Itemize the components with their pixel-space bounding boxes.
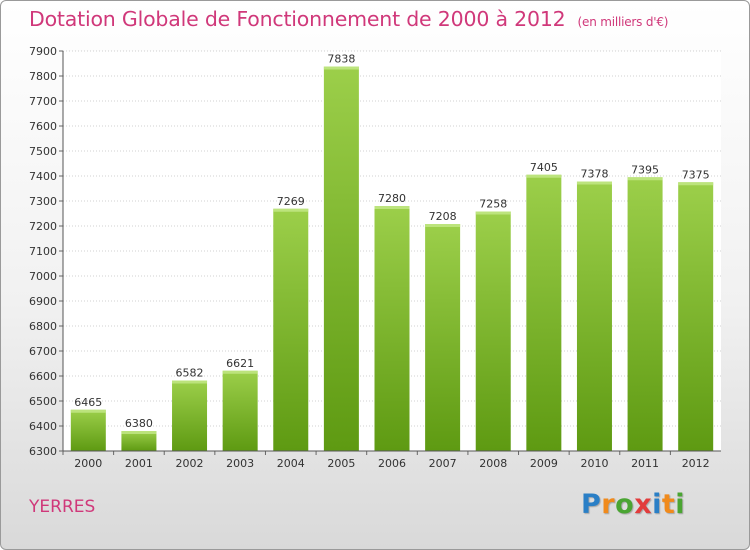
bar-highlight bbox=[475, 211, 511, 215]
bar-highlight bbox=[425, 224, 461, 227]
bar-2006 bbox=[374, 206, 410, 451]
logo-letter: t bbox=[661, 489, 676, 520]
value-label: 7208 bbox=[429, 210, 457, 223]
value-label: 7280 bbox=[378, 192, 406, 205]
y-tick-label: 7800 bbox=[29, 70, 57, 83]
x-tick-label: 2003 bbox=[226, 457, 254, 470]
commune-name: YERRES bbox=[29, 497, 96, 517]
value-label: 7395 bbox=[631, 163, 659, 176]
bar-highlight bbox=[627, 177, 663, 181]
bar-highlight bbox=[121, 431, 157, 434]
bar-highlight bbox=[576, 181, 612, 185]
y-tick-label: 7300 bbox=[29, 195, 57, 208]
logo-letter: r bbox=[601, 489, 616, 520]
x-tick-label: 2007 bbox=[429, 457, 457, 470]
bar-2007 bbox=[425, 224, 461, 451]
y-tick-label: 6900 bbox=[29, 295, 57, 308]
logo-letter: i bbox=[652, 489, 662, 520]
y-tick-label: 7100 bbox=[29, 245, 57, 258]
y-tick-label: 6400 bbox=[29, 420, 57, 433]
logo-letter: o bbox=[615, 489, 635, 520]
bar-2009 bbox=[526, 174, 562, 451]
bar-2002 bbox=[172, 380, 208, 451]
value-label: 7838 bbox=[327, 53, 355, 66]
proxiti-logo: Proxiti bbox=[581, 489, 685, 520]
bar-highlight bbox=[222, 370, 258, 374]
value-label: 6380 bbox=[125, 417, 153, 430]
y-tick-label: 6500 bbox=[29, 395, 57, 408]
title-text: Dotation Globale de Fonctionnement de 20… bbox=[29, 7, 566, 31]
y-tick-label: 6800 bbox=[29, 320, 57, 333]
x-tick-label: 2012 bbox=[682, 457, 710, 470]
y-tick-label: 7700 bbox=[29, 95, 57, 108]
bar-2012 bbox=[678, 182, 714, 451]
bar-highlight bbox=[172, 380, 208, 384]
bar-highlight bbox=[374, 206, 410, 209]
x-tick-label: 2010 bbox=[580, 457, 608, 470]
value-label: 6621 bbox=[226, 357, 254, 370]
x-tick-label: 2006 bbox=[378, 457, 406, 470]
bar-highlight bbox=[526, 174, 562, 178]
value-label: 7405 bbox=[530, 161, 558, 174]
bar-2008 bbox=[475, 211, 511, 451]
x-tick-label: 2008 bbox=[479, 457, 507, 470]
bar-2004 bbox=[273, 208, 309, 451]
bar-2010 bbox=[576, 181, 612, 451]
y-tick-label: 6600 bbox=[29, 370, 57, 383]
logo-letter: i bbox=[675, 489, 686, 520]
bar-2000 bbox=[70, 409, 106, 451]
x-tick-label: 2004 bbox=[277, 457, 305, 470]
bar-highlight bbox=[273, 208, 309, 212]
bar-2005 bbox=[323, 66, 359, 451]
x-tick-label: 2009 bbox=[530, 457, 558, 470]
bar-highlight bbox=[70, 409, 106, 413]
value-label: 7258 bbox=[479, 198, 507, 211]
x-tick-label: 2011 bbox=[631, 457, 659, 470]
bar-highlight bbox=[678, 182, 714, 186]
x-tick-label: 2001 bbox=[125, 457, 153, 470]
units-label: (en milliers d'€) bbox=[577, 15, 669, 29]
value-label: 7378 bbox=[580, 168, 608, 181]
logo-letter: x bbox=[634, 489, 653, 520]
value-label: 6465 bbox=[74, 396, 102, 409]
chart-title: Dotation Globale de Fonctionnement de 20… bbox=[29, 7, 668, 31]
bar-2003 bbox=[222, 370, 258, 451]
value-label: 7269 bbox=[277, 195, 305, 208]
y-tick-label: 7200 bbox=[29, 220, 57, 233]
y-tick-label: 7000 bbox=[29, 270, 57, 283]
y-tick-label: 6300 bbox=[29, 445, 57, 458]
x-tick-label: 2000 bbox=[74, 457, 102, 470]
bar-2011 bbox=[627, 177, 663, 451]
y-tick-label: 7400 bbox=[29, 170, 57, 183]
logo-letter: P bbox=[581, 489, 602, 520]
value-label: 6582 bbox=[176, 367, 204, 380]
y-tick-label: 7600 bbox=[29, 120, 57, 133]
value-label: 7375 bbox=[682, 168, 710, 181]
y-tick-label: 7900 bbox=[29, 45, 57, 58]
x-tick-label: 2002 bbox=[176, 457, 204, 470]
x-tick-label: 2005 bbox=[327, 457, 355, 470]
y-tick-label: 7500 bbox=[29, 145, 57, 158]
bar-highlight bbox=[323, 66, 359, 70]
bar-2001 bbox=[121, 431, 157, 451]
y-tick-label: 6700 bbox=[29, 345, 57, 358]
